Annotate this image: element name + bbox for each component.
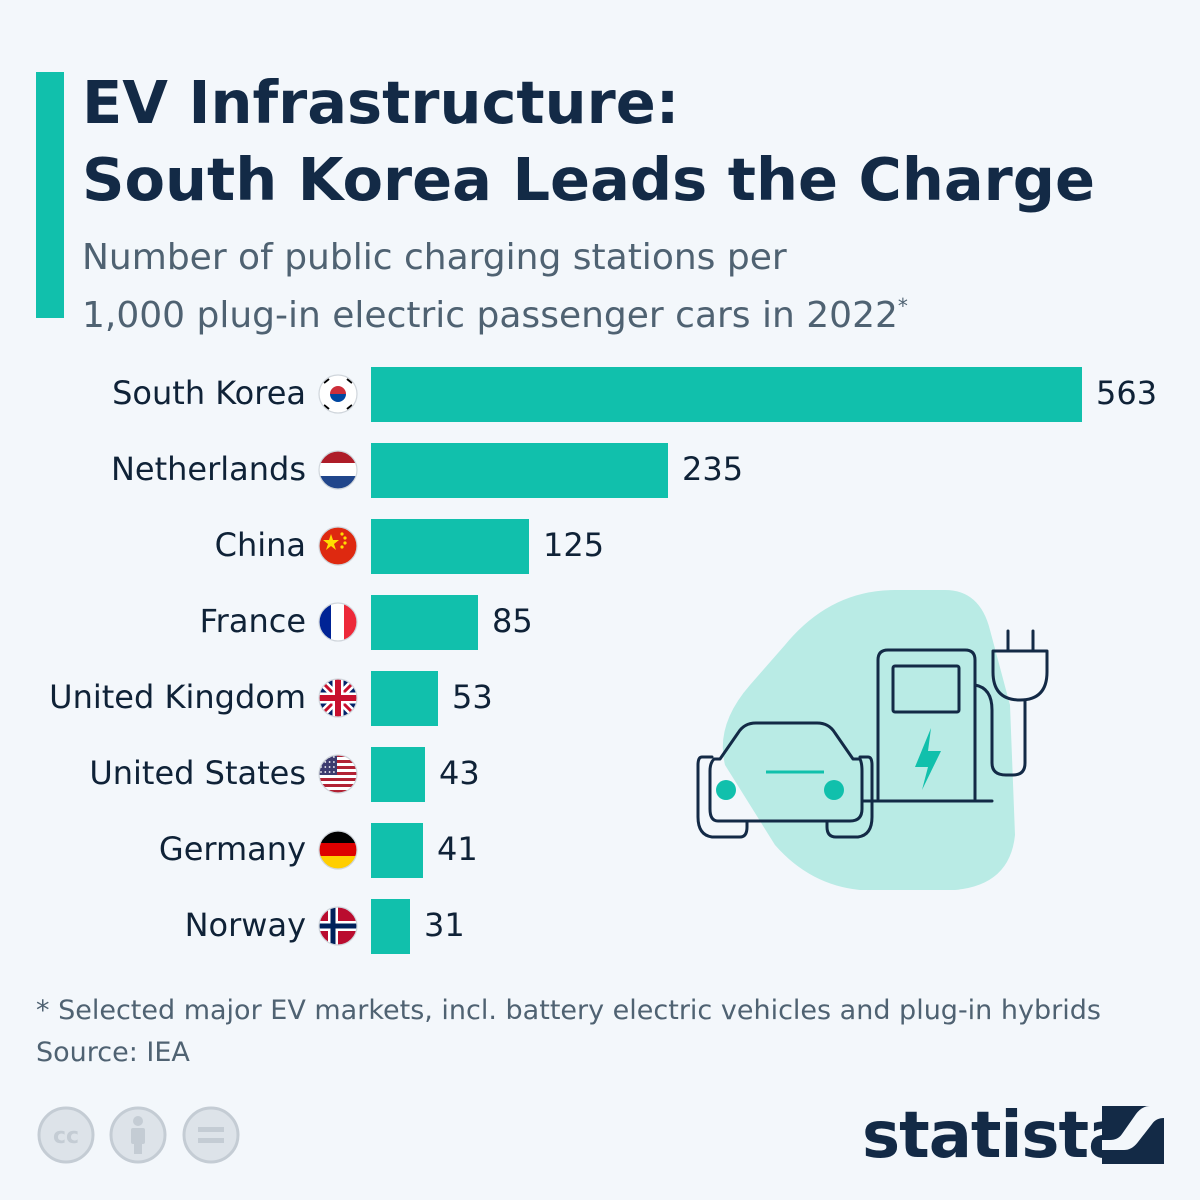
bar-netherlands (371, 443, 668, 498)
netherlands-flag-icon (318, 450, 358, 490)
subtitle-line-1: Number of public charging stations per (82, 237, 787, 278)
footnote: * Selected major EV markets, incl. batte… (36, 990, 1101, 1074)
south-korea-flag-icon (318, 374, 358, 414)
china-flag-icon (318, 526, 358, 566)
illustration-background-shape (722, 590, 1015, 890)
subtitle-asterisk: * (897, 294, 908, 318)
category-label-norway: Norway (184, 906, 306, 944)
bar-united-kingdom (371, 671, 438, 726)
charger-screen-icon (891, 664, 961, 714)
germany-flag-icon (318, 830, 358, 870)
attribution-icon[interactable] (109, 1106, 167, 1164)
category-label-france: France (199, 602, 306, 640)
no-derivatives-icon[interactable] (182, 1106, 240, 1164)
subtitle-line-2: 1,000 plug-in electric passenger cars in… (82, 282, 1082, 340)
category-label-united-kingdom: United Kingdom (49, 678, 306, 716)
value-label-france: 85 (492, 602, 533, 640)
bar-united-states (371, 747, 425, 802)
chart-subtitle: Number of public charging stations per 1… (82, 234, 1082, 340)
category-label-china: China (214, 526, 306, 564)
statista-logo-text: statista (862, 1099, 1131, 1173)
france-flag-icon (318, 602, 358, 642)
bar-south-korea (371, 367, 1082, 422)
category-label-netherlands: Netherlands (110, 450, 306, 488)
statista-logo[interactable]: statista (862, 1098, 1172, 1174)
value-label-norway: 31 (424, 906, 465, 944)
title-line-1: EV Infrastructure: (82, 68, 680, 137)
car-headlight-right (824, 780, 844, 800)
accent-bar (36, 72, 64, 318)
car-headlight-left (716, 780, 736, 800)
title-line-2: South Korea Leads the Charge (82, 145, 1095, 214)
car-icon (708, 721, 864, 823)
category-label-germany: Germany (158, 830, 306, 868)
category-label-united-states: United States (89, 754, 306, 792)
ev-charging-illustration (696, 590, 1049, 890)
category-label-south-korea: South Korea (112, 374, 306, 412)
charger-body-icon (876, 648, 977, 801)
license-icons[interactable]: cc (36, 1106, 246, 1166)
bar-france (371, 595, 478, 650)
svg-text:cc: cc (53, 1124, 79, 1149)
source-text: Source: IEA (36, 1037, 190, 1068)
statista-logo-mark-icon (1102, 1106, 1164, 1164)
bar-china (371, 519, 529, 574)
footnote-note: * Selected major EV markets, incl. batte… (36, 995, 1101, 1026)
value-label-germany: 41 (437, 830, 478, 868)
value-label-united-kingdom: 53 (452, 678, 493, 716)
value-label-netherlands: 235 (682, 450, 744, 488)
united-states-flag-icon (318, 754, 358, 794)
value-label-united-states: 43 (439, 754, 480, 792)
subtitle-line-2-text: 1,000 plug-in electric passenger cars in… (82, 295, 898, 336)
norway-flag-icon (318, 906, 358, 946)
plug-icon (991, 649, 1049, 702)
chart-title: EV Infrastructure: South Korea Leads the… (82, 64, 1182, 218)
value-label-south-korea: 563 (1096, 374, 1158, 412)
cc-icon[interactable]: cc (37, 1106, 95, 1164)
lightning-bolt-icon (915, 728, 941, 790)
united-kingdom-flag-icon (318, 678, 358, 718)
bar-germany (371, 823, 423, 878)
charger-cable-icon (973, 683, 1027, 777)
value-label-china: 125 (543, 526, 605, 564)
bar-norway (371, 899, 410, 954)
